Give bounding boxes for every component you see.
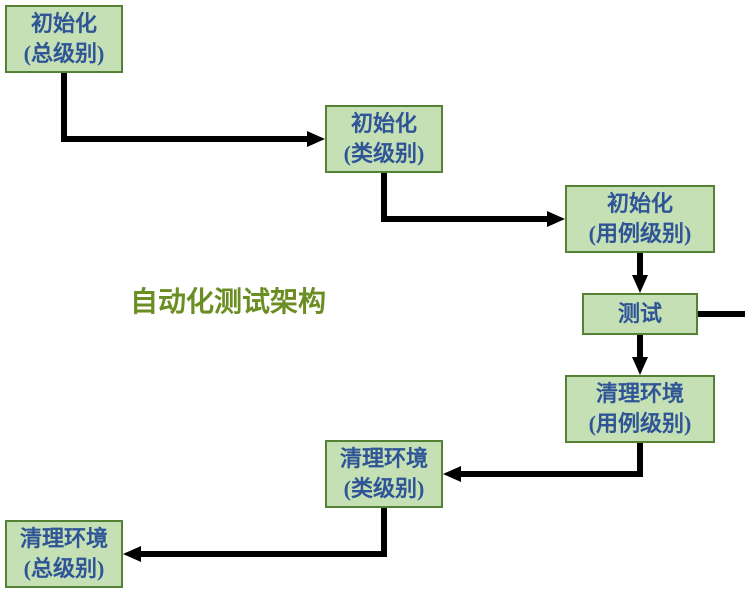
- node-label-line2: (总级别): [24, 39, 105, 69]
- node-label-line1: 清理环境: [596, 379, 684, 409]
- node-label-line1: 清理环境: [340, 444, 428, 474]
- node-init-total: 初始化(总级别): [5, 5, 123, 73]
- node-label-line2: (总级别): [24, 554, 105, 584]
- node-init-case: 初始化(用例级别): [565, 185, 715, 253]
- node-clean-class: 清理环境(类级别): [325, 440, 443, 508]
- node-label-line1: 初始化: [31, 9, 97, 39]
- diagram-title: 自动化测试架构: [130, 280, 326, 320]
- node-test: 测试: [582, 293, 698, 335]
- node-init-class: 初始化(类级别): [325, 105, 443, 173]
- node-label-line1: 测试: [618, 299, 662, 329]
- node-clean-case: 清理环境(用例级别): [565, 375, 715, 443]
- node-label-line1: 清理环境: [20, 524, 108, 554]
- node-label-line2: (用例级别): [589, 219, 692, 249]
- node-label-line2: (类级别): [344, 139, 425, 169]
- node-clean-total: 清理环境(总级别): [5, 520, 123, 588]
- node-label-line2: (类级别): [344, 474, 425, 504]
- node-label-line1: 初始化: [351, 109, 417, 139]
- node-label-line1: 初始化: [607, 189, 673, 219]
- node-label-line2: (用例级别): [589, 409, 692, 439]
